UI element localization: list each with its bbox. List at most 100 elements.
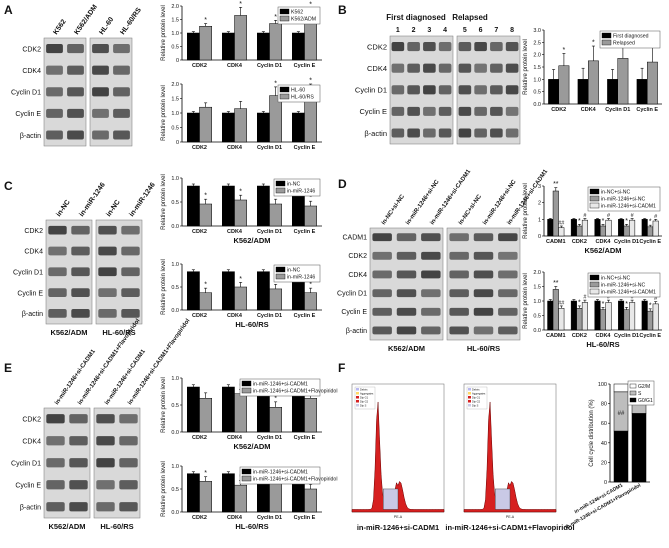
bar xyxy=(222,271,235,311)
chart-a-bottom: 0 0.5 1.0 1.5 2.0 Relative protein level CDK2 C… xyxy=(161,78,322,151)
band xyxy=(474,85,487,95)
y-tick-label: 2.0 xyxy=(171,4,179,10)
band-label: CDK2 xyxy=(22,46,41,53)
legend-swatch xyxy=(279,93,290,100)
legend-swatch xyxy=(589,288,600,295)
group-label: K562/ADM xyxy=(50,328,87,337)
legend-label: in-miR-1246+si-CADM1 xyxy=(253,470,308,476)
bar xyxy=(652,303,659,331)
flow-s-phase xyxy=(383,488,399,510)
band xyxy=(458,63,472,73)
significance-mark: * xyxy=(602,218,605,225)
group-label: HL-60/RS xyxy=(467,344,500,353)
blot-a: CDK2 CDK4 Cyclin D1 Cyclin E β-actin K562 K562… xyxy=(11,4,143,147)
chart-b: 0.0 0.5 1.0 1.5 2.0 2.5 3.0 Relative protein le… xyxy=(523,28,662,113)
y-tick-label: 0.5 xyxy=(171,285,179,291)
bar xyxy=(234,108,247,143)
band xyxy=(438,128,452,138)
bar xyxy=(257,185,270,227)
bar xyxy=(199,292,212,311)
chart-subtitle: K562/ADM xyxy=(584,246,621,255)
x-tick-label: Cyclin E xyxy=(294,515,316,521)
legend-label: in-NC+si-NC xyxy=(601,276,631,282)
band xyxy=(113,108,130,118)
band xyxy=(505,106,519,116)
significance-mark: ## xyxy=(558,221,565,227)
significance-mark: * xyxy=(578,299,581,306)
bar xyxy=(199,106,212,143)
chart-f: 0 20 40 60 80 100 Cell cycle distribution (%) #… xyxy=(564,380,655,531)
x-tick-label: Cyclin E xyxy=(294,145,316,151)
band xyxy=(372,270,392,279)
significance-mark: * xyxy=(274,14,277,21)
bar xyxy=(594,300,601,331)
blot-header: Relapsed xyxy=(452,13,488,22)
band xyxy=(490,85,503,95)
bar xyxy=(617,58,629,105)
y-axis-label: Relative protein level xyxy=(161,259,167,315)
y-tick-label: 100 xyxy=(598,382,607,388)
x-tick-label: Cyclin E xyxy=(639,239,661,245)
lane-label: in-miR-1246 xyxy=(128,182,157,219)
y-tick-label: 0.0 xyxy=(171,510,179,516)
band xyxy=(391,42,405,52)
band xyxy=(391,128,405,138)
bar xyxy=(234,199,247,227)
group-label: HL-60/RS xyxy=(102,328,135,337)
band xyxy=(372,326,392,335)
band xyxy=(71,267,90,277)
y-tick-label: 3 xyxy=(538,184,541,190)
y-tick-label: 0.5 xyxy=(171,487,179,493)
band xyxy=(113,130,130,140)
flow-legend-swatch xyxy=(356,392,359,395)
significance-mark: * xyxy=(204,17,207,24)
bar xyxy=(199,26,212,61)
y-tick-label: 1.0 xyxy=(171,31,179,37)
y-axis-label: Relative protein level xyxy=(523,273,529,329)
panel-letter-e: E xyxy=(4,361,12,375)
lane-label: in-NC xyxy=(105,199,121,218)
band xyxy=(449,307,469,316)
significance-mark: # xyxy=(583,295,587,301)
band xyxy=(69,480,88,490)
y-tick-label: 40 xyxy=(601,441,607,447)
band-label: CDK2 xyxy=(367,42,387,51)
flow-legend xyxy=(354,386,376,410)
bar xyxy=(292,32,305,61)
legend-swatch xyxy=(241,475,252,482)
band-label: Cyclin E xyxy=(359,107,387,116)
lane-label: 3 xyxy=(427,27,431,34)
bar xyxy=(304,205,317,227)
bar xyxy=(552,289,559,331)
y-axis-label: Relative protein level xyxy=(161,377,167,433)
bar xyxy=(257,271,270,311)
x-tick-label: CDK4 xyxy=(227,313,243,319)
band-label: Cyclin D1 xyxy=(337,291,367,298)
band xyxy=(498,289,518,298)
band xyxy=(423,106,436,116)
band xyxy=(69,458,88,468)
significance-mark: # xyxy=(607,213,611,219)
legend-swatch xyxy=(589,274,600,281)
bar xyxy=(547,219,554,237)
significance-mark: ** xyxy=(553,181,559,188)
band xyxy=(421,251,441,260)
legend-swatch xyxy=(275,180,286,187)
x-tick-label: CADM1 xyxy=(546,333,566,339)
band-label: Cyclin E xyxy=(341,309,367,316)
x-tick-label: Cyclin D1 xyxy=(257,229,282,235)
significance-mark: * xyxy=(239,276,242,283)
band xyxy=(96,436,115,446)
band xyxy=(474,42,487,52)
band xyxy=(113,87,130,97)
x-tick-label: CDK4 xyxy=(227,145,243,151)
band xyxy=(391,85,405,95)
x-tick-label: CDK4 xyxy=(227,515,243,521)
bar xyxy=(222,185,235,227)
significance-mark: * xyxy=(309,78,312,85)
y-tick-label: 2.0 xyxy=(533,53,541,59)
